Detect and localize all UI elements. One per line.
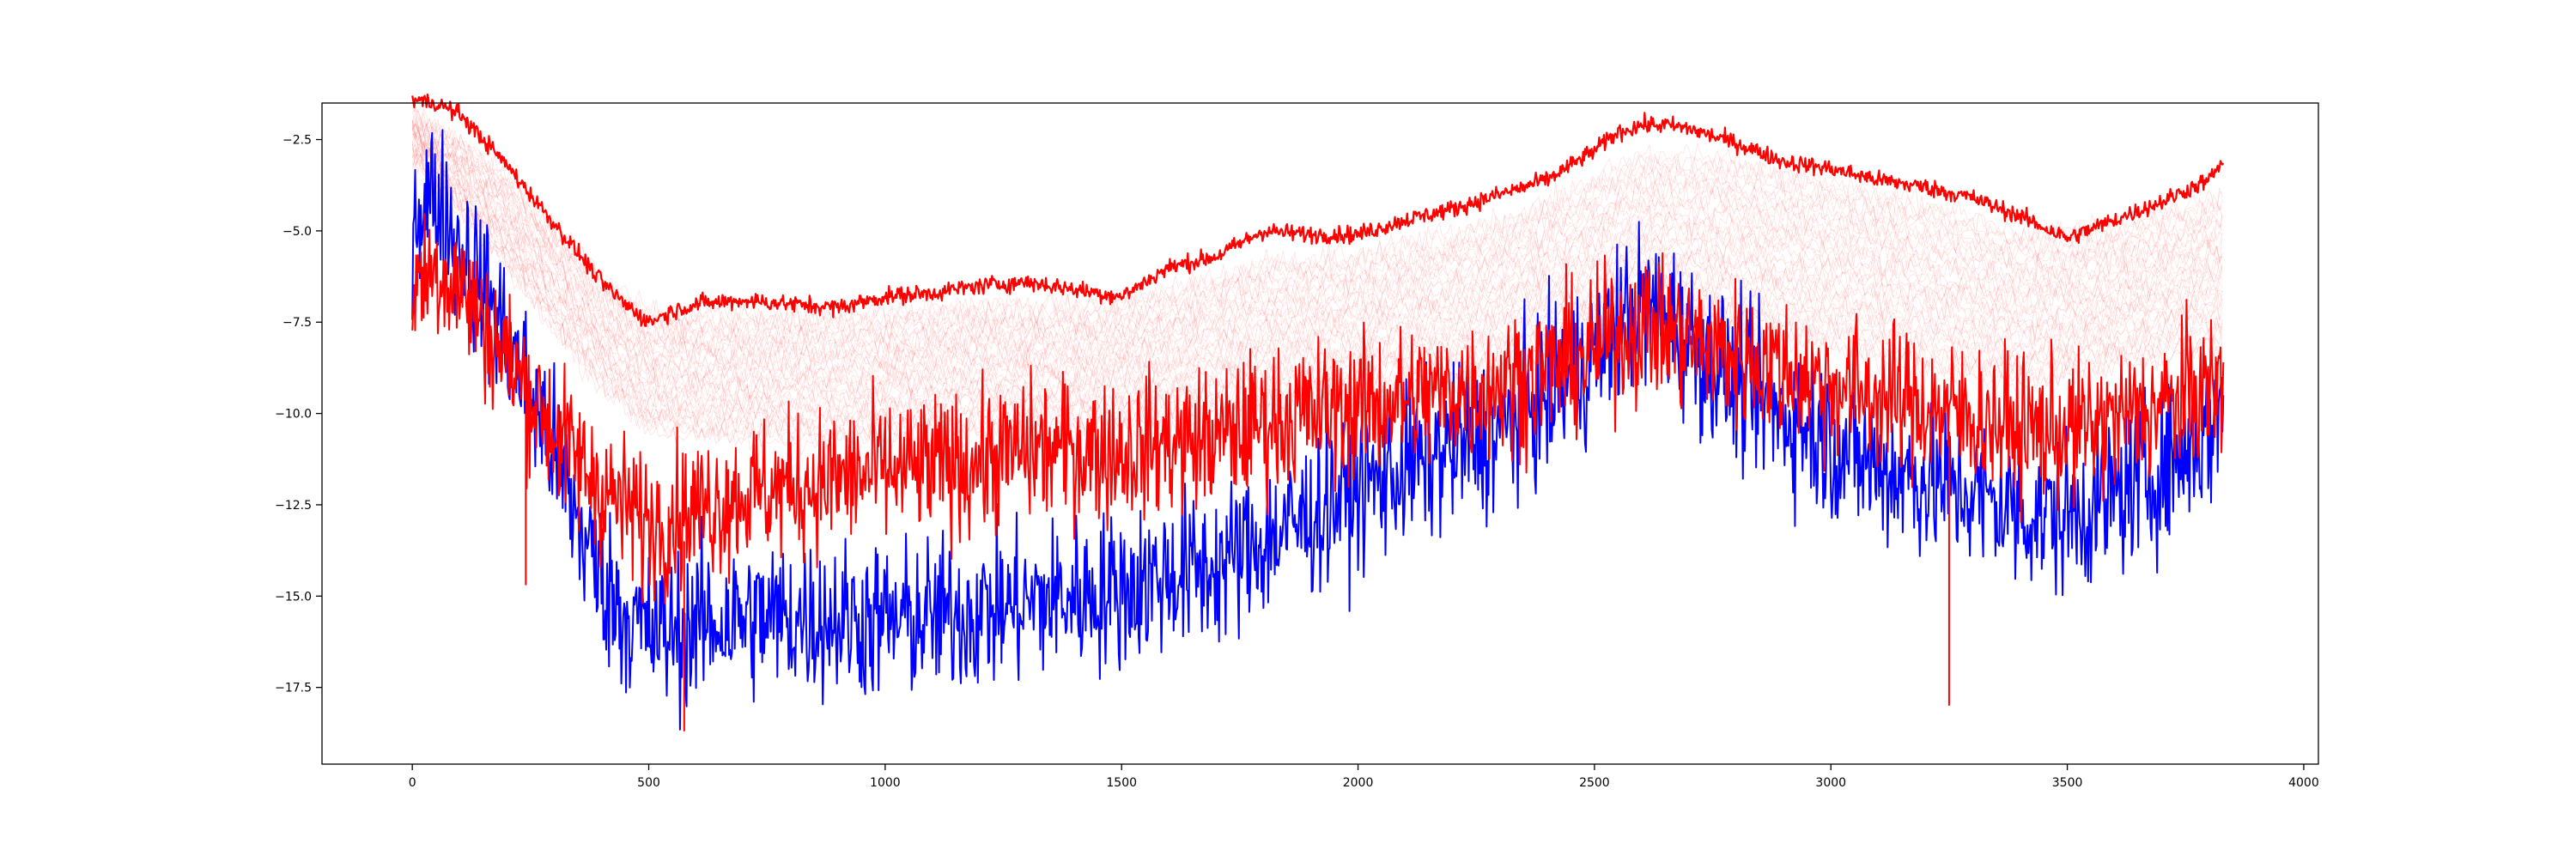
faint-red-line xyxy=(411,107,2223,337)
x-tick-label: 3500 xyxy=(2052,776,2083,790)
x-tick-label: 2500 xyxy=(1579,776,1610,790)
faint-red-line xyxy=(411,119,2223,349)
y-tick-label: −5.0 xyxy=(283,225,312,239)
faint-red-line xyxy=(411,124,2223,386)
faint-red-line xyxy=(411,128,2223,389)
x-tick-label: 4000 xyxy=(2288,776,2319,790)
x-tick-label: 2000 xyxy=(1343,776,1374,790)
faint-red-line xyxy=(411,132,2223,399)
faint-red-line xyxy=(411,120,2223,360)
faint-red-line xyxy=(411,113,2223,342)
faint-red-line xyxy=(411,125,2223,369)
faint-red-line xyxy=(411,124,2223,369)
series-line-noisy-red xyxy=(411,213,2225,604)
x-tick-label: 500 xyxy=(637,776,660,790)
faint-red-line xyxy=(411,131,2223,378)
faint-red-line xyxy=(411,104,2223,332)
faint-red-line xyxy=(411,124,2223,366)
y-tick-label: −12.5 xyxy=(275,499,312,513)
faint-red-line xyxy=(411,127,2223,393)
y-tick-label: −17.5 xyxy=(275,682,312,695)
y-tick-label: −10.0 xyxy=(275,408,312,422)
faint-red-line xyxy=(411,115,2223,346)
y-tick-label: −15.0 xyxy=(275,590,312,604)
series-lines xyxy=(411,93,2225,731)
faint-red-line xyxy=(411,117,2223,341)
y-tick-label: −7.5 xyxy=(283,316,312,330)
x-tick-label: 0 xyxy=(409,776,416,790)
x-tick-label: 1500 xyxy=(1106,776,1137,790)
series-line-upper-envelope-red xyxy=(411,93,2225,327)
faint-red-line xyxy=(411,123,2223,376)
series-line-noisy-blue xyxy=(411,129,2225,731)
faint-red-line xyxy=(411,107,2223,330)
faint-red-line xyxy=(411,109,2223,354)
x-tick-label: 3000 xyxy=(1815,776,1846,790)
plot-frame xyxy=(321,102,2319,765)
x-tick-label: 1000 xyxy=(870,776,901,790)
faint-red-line xyxy=(411,121,2223,358)
faint-red-line xyxy=(411,127,2223,399)
y-axis: −2.5 −5.0 −7.5 −10.0 −12.5 −15.0 −17.5 xyxy=(275,134,322,695)
faint-red-line xyxy=(411,122,2223,379)
y-tick-label: −2.5 xyxy=(283,134,312,148)
x-axis: 0 500 1000 1500 2000 2500 3000 3500 4000 xyxy=(409,764,2319,790)
